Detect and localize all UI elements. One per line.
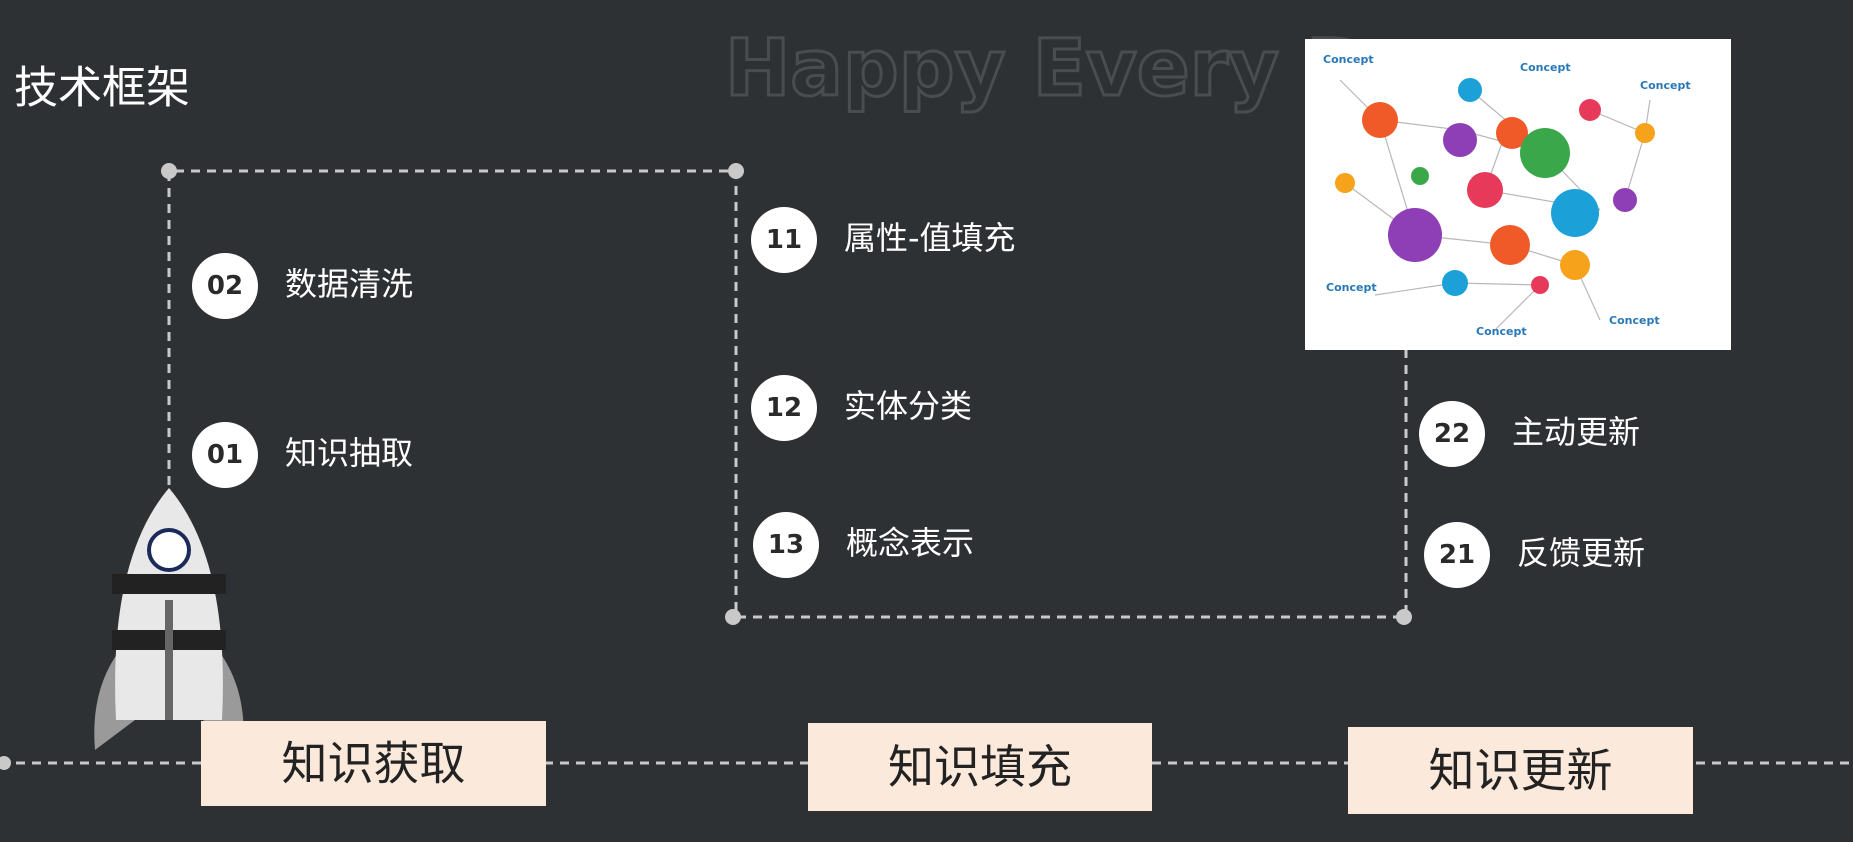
step-circle	[1424, 522, 1490, 588]
concept-label: Concept	[1476, 325, 1527, 338]
step-number: 11	[766, 225, 802, 255]
stage-label: 知识填充	[888, 740, 1072, 794]
step-label: 数据清洗	[285, 265, 413, 303]
step-label: 属性-值填充	[844, 219, 1016, 257]
path-dots	[161, 163, 1412, 625]
title: 技术框架	[14, 63, 190, 114]
stage-box	[808, 723, 1152, 811]
step-circle	[1419, 401, 1485, 467]
path-line	[167, 169, 1408, 619]
concept-label: Concept	[1640, 79, 1691, 92]
step-label: 反馈更新	[1517, 534, 1645, 572]
step-circle	[192, 253, 258, 319]
concept-label: Concept	[1326, 281, 1377, 294]
step-label: 实体分类	[844, 387, 972, 425]
step-label: 概念表示	[846, 524, 974, 562]
step-number: 21	[1439, 540, 1475, 570]
step-number: 13	[768, 530, 804, 560]
stage-box	[201, 721, 546, 806]
step-circle	[753, 512, 819, 578]
timeline-dot	[0, 756, 11, 770]
concept-label: Concept	[1323, 53, 1374, 66]
step-number: 12	[766, 393, 802, 423]
stage-label: 知识获取	[282, 737, 466, 791]
step-circle	[751, 207, 817, 273]
concept-label: Concept	[1520, 61, 1571, 74]
step-label: 知识抽取	[285, 434, 413, 472]
concept-label: Concept	[1609, 314, 1660, 327]
stage-label: 知识更新	[1429, 744, 1613, 798]
concept-image: Concept Concept Concept Concept Concept …	[1305, 39, 1731, 350]
step-label: 主动更新	[1512, 413, 1640, 451]
step-circle	[751, 375, 817, 441]
stage-box	[1348, 727, 1693, 814]
step-circle	[192, 422, 258, 488]
step-number: 01	[207, 440, 243, 470]
step-number: 02	[207, 271, 243, 301]
step-number: 22	[1434, 419, 1470, 449]
